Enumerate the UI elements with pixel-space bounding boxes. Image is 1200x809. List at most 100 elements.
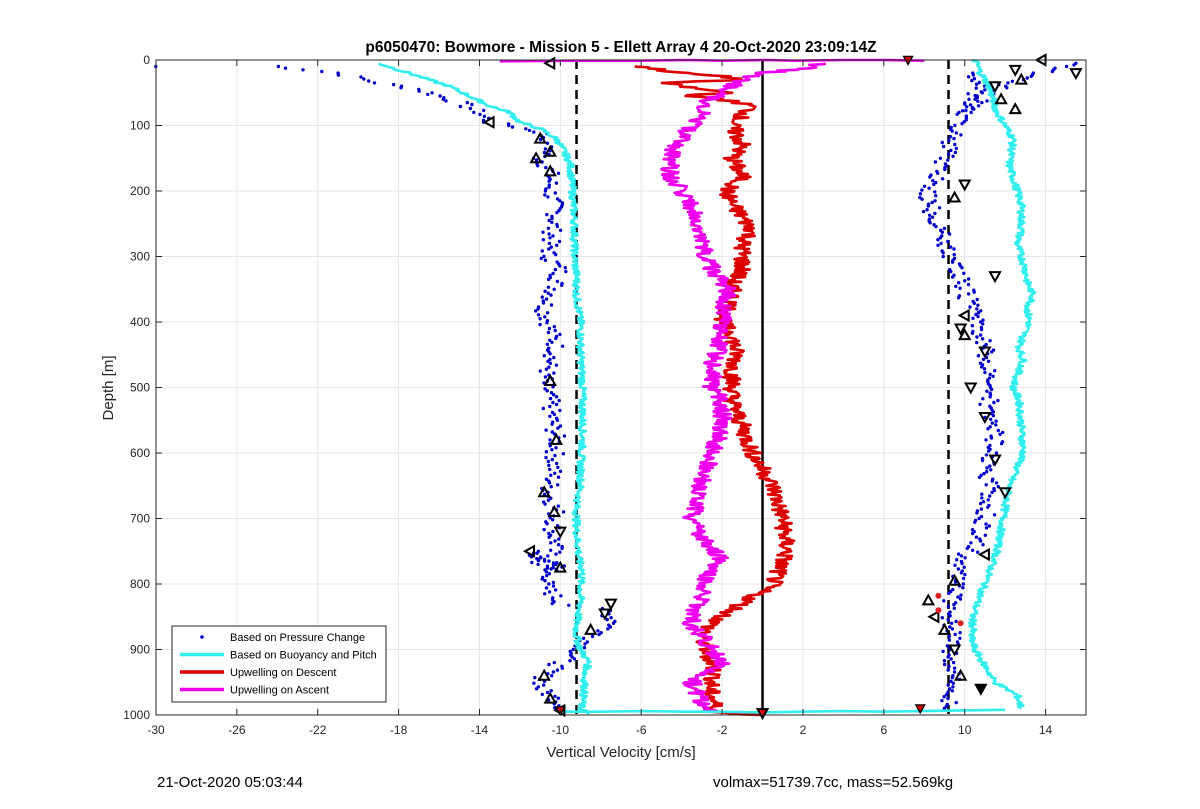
pressure-change-point [984,453,989,457]
pressure-change-point [979,325,984,330]
pressure-change-point [987,503,991,508]
pressure-change-point [949,245,953,249]
triangle-marker [947,190,962,203]
pressure-change-point [538,317,542,321]
pressure-change-point [571,647,575,652]
x-tick-label: 6 [880,723,887,737]
pressure-change-point [990,490,994,494]
pressure-change-point [980,456,985,461]
pressure-change-point [986,359,991,363]
pressure-change-point [547,326,552,331]
pressure-change-point [548,236,552,240]
x-axis-label: Vertical Velocity [cm/s] [546,744,695,761]
pressure-change-point [970,105,975,110]
pressure-change-point [948,625,952,629]
pressure-change-point [966,92,970,96]
pressure-change-point [560,283,564,287]
pressure-change-point [950,627,955,631]
pressure-change-point [955,640,960,644]
x-tick-label: -26 [228,723,246,737]
pressure-change-point [536,164,540,168]
pressure-change-point [934,194,938,198]
pressure-change-point [540,692,544,697]
pressure-change-point [553,453,557,458]
pressure-change-point [927,213,932,217]
pressure-change-point [946,604,951,609]
pressure-change-point [978,361,983,365]
pressure-change-point [552,371,556,375]
pressure-change-point [994,481,999,485]
pressure-change-point [942,599,946,603]
pressure-change-point [546,226,551,230]
pressure-change-point [983,88,987,92]
triangle-marker [953,323,968,336]
pressure-change-point [973,518,978,523]
pressure-change-point [942,226,947,231]
pressure-change-point [956,552,961,556]
pressure-change-point [301,68,305,72]
pressure-change-point [958,597,963,601]
pressure-change-point [552,324,556,329]
pressure-change-point [545,321,549,325]
pressure-change-point [979,473,983,478]
pressure-change-point [546,554,550,558]
triangle-marker [957,308,970,323]
triangle-marker [537,485,551,498]
pressure-change-point [543,315,547,319]
pressure-change-point [551,393,556,397]
pressure-change-point [556,465,560,470]
pressure-change-point [946,683,950,687]
upwelling-on-descent-line [634,65,796,717]
pressure-change-point [964,108,968,113]
pressure-change-point [968,305,972,309]
pressure-change-point [478,112,482,117]
pressure-change-point [966,75,971,79]
pressure-change-point [991,477,995,481]
pressure-change-point [946,158,950,162]
pressure-change-point [551,529,555,534]
pressure-change-point [979,507,984,511]
pressure-change-point [567,603,571,607]
pressure-change-point [986,498,990,502]
pressure-change-point [978,501,983,506]
pressure-change-point [550,422,554,426]
pressure-change-point [970,78,974,83]
pressure-change-point [550,448,554,452]
pressure-change-point [541,230,545,234]
pressure-change-point [546,285,551,289]
pressure-change-point [949,125,953,130]
pressure-change-point [1025,76,1029,80]
pressure-change-point [391,82,396,87]
x-tick-label: -6 [636,723,647,737]
pressure-change-point [963,279,967,283]
pressure-change-point [988,443,992,448]
pressure-change-point [482,108,486,113]
pressure-change-point [547,662,551,667]
pressure-change-point [970,528,975,532]
triangle-marker [957,328,972,341]
pressure-change-point [534,309,538,313]
triangle-marker [598,608,612,621]
pressure-change-point [534,687,539,691]
pressure-change-point [948,267,952,272]
pressure-change-point [542,354,546,358]
pressure-change-point [547,365,551,369]
pressure-change-point [1064,64,1069,69]
pressure-change-point [957,294,962,298]
pressure-change-point [549,548,553,552]
pressure-change-point [609,616,613,620]
triangle-marker [533,131,547,144]
pressure-change-point [989,417,993,421]
pressure-change-point [975,509,980,513]
pressure-change-point [554,446,558,450]
pressure-change-point [564,269,568,274]
pressure-change-point [957,281,961,285]
pressure-change-point [547,535,551,539]
pressure-change-point [558,199,562,203]
pressure-change-point [964,114,969,118]
pressure-change-point [549,473,553,477]
pressure-change-point [556,475,561,479]
red-dot-marker [935,592,942,599]
pressure-change-point [927,186,931,190]
pressure-change-point [1001,430,1005,435]
